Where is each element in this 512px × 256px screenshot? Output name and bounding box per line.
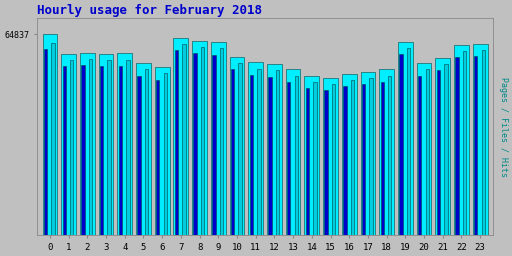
Bar — [463, 51, 466, 235]
Bar — [194, 53, 197, 235]
Bar — [437, 70, 440, 235]
Bar — [80, 53, 95, 235]
Bar — [89, 59, 92, 235]
Bar — [192, 41, 207, 235]
Bar — [286, 69, 301, 235]
Bar — [474, 56, 478, 235]
Bar — [175, 50, 178, 235]
Bar — [287, 82, 290, 235]
Bar — [156, 80, 159, 235]
Bar — [42, 34, 57, 235]
Bar — [351, 80, 354, 235]
Bar — [137, 76, 141, 235]
Bar — [155, 67, 169, 235]
Bar — [306, 88, 309, 235]
Bar — [231, 69, 234, 235]
Bar — [117, 53, 132, 235]
Bar — [108, 60, 111, 235]
Bar — [99, 54, 114, 235]
Bar — [473, 44, 487, 235]
Bar — [380, 82, 384, 235]
Bar — [399, 54, 402, 235]
Bar — [70, 60, 73, 235]
Bar — [100, 66, 103, 235]
Bar — [325, 90, 328, 235]
Bar — [369, 78, 373, 235]
Bar — [362, 84, 365, 235]
Bar — [418, 76, 421, 235]
Bar — [454, 45, 469, 235]
Bar — [201, 47, 204, 235]
Bar — [44, 49, 47, 235]
Bar — [268, 77, 272, 235]
Y-axis label: Pages / Files / Hits: Pages / Files / Hits — [499, 77, 508, 177]
Bar — [444, 64, 447, 235]
Bar — [388, 76, 392, 235]
Bar — [62, 66, 66, 235]
Bar — [294, 76, 298, 235]
Bar — [182, 44, 186, 235]
Bar — [276, 70, 279, 235]
Bar — [257, 69, 261, 235]
Bar — [305, 76, 319, 235]
Bar — [239, 63, 242, 235]
Bar — [398, 41, 413, 235]
Bar — [407, 48, 410, 235]
Bar — [482, 50, 485, 235]
Bar — [332, 84, 335, 235]
Bar — [323, 78, 338, 235]
Bar — [342, 74, 357, 235]
Bar — [220, 48, 223, 235]
Bar — [126, 60, 130, 235]
Bar — [145, 69, 148, 235]
Bar — [425, 69, 429, 235]
Bar — [136, 63, 151, 235]
Bar — [435, 58, 450, 235]
Bar — [174, 38, 188, 235]
Bar — [343, 87, 347, 235]
Bar — [229, 57, 244, 235]
Bar — [248, 62, 263, 235]
Bar — [81, 66, 84, 235]
Bar — [379, 69, 394, 235]
Text: Hourly usage for February 2018: Hourly usage for February 2018 — [37, 4, 262, 17]
Bar — [360, 72, 375, 235]
Bar — [455, 57, 459, 235]
Bar — [119, 66, 122, 235]
Bar — [417, 63, 432, 235]
Bar — [61, 54, 76, 235]
Bar — [313, 82, 316, 235]
Bar — [267, 64, 282, 235]
Bar — [51, 43, 55, 235]
Bar — [164, 73, 167, 235]
Bar — [212, 55, 216, 235]
Bar — [211, 42, 226, 235]
Bar — [250, 75, 253, 235]
